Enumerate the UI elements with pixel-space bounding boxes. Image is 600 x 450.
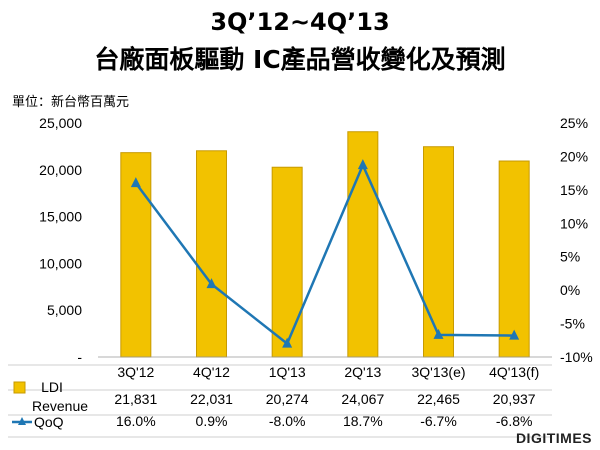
left-axis-tick: 15,000: [39, 209, 82, 225]
x-tick-label: 4Q'13(f): [489, 364, 539, 380]
legend-label-ldi-revenue-line2: Revenue: [32, 398, 88, 414]
bar-ldi-revenue: [347, 131, 379, 358]
right-axis-tick: 25%: [560, 115, 588, 131]
right-axis-tick: 10%: [560, 215, 588, 231]
data-label-revenue: 21,831: [114, 391, 157, 407]
left-axis-tick: 5,000: [47, 302, 82, 318]
legend-marker-qoq: [18, 417, 26, 425]
point-qoq: [130, 177, 141, 188]
data-label-qoq: 0.9%: [196, 413, 228, 429]
legend-label-qoq: QoQ: [34, 414, 64, 430]
data-label-revenue: 20,274: [266, 391, 309, 407]
data-label-revenue: 22,465: [417, 391, 460, 407]
brand-logo: DIGITIMES: [515, 430, 592, 446]
data-label-qoq: -6.7%: [420, 413, 457, 429]
data-label-qoq: -6.8%: [496, 413, 533, 429]
legend-label-ldi-revenue-line1: LDI: [41, 379, 63, 395]
left-axis-tick: -: [77, 349, 82, 365]
right-axis-tick: -5%: [560, 316, 585, 332]
chart-title: 3Q’12~4Q’13: [210, 8, 390, 36]
point-qoq: [282, 337, 293, 348]
chart-subtitle: 台廠面板驅動 IC產品營收變化及預測: [94, 45, 506, 74]
right-axis-tick: 0%: [560, 282, 580, 298]
point-qoq: [357, 159, 368, 170]
bar-ldi-revenue: [498, 160, 530, 358]
right-axis-tick: 20%: [560, 148, 588, 164]
data-label-qoq: -8.0%: [269, 413, 306, 429]
x-tick-label: 2Q'13: [344, 364, 381, 380]
bar-ldi-revenue: [423, 146, 454, 358]
x-tick-label: 3Q'13(e): [411, 364, 465, 380]
legend-swatch-ldi-revenue: [13, 381, 26, 394]
data-label-revenue: 22,031: [190, 391, 233, 407]
point-qoq: [433, 328, 444, 339]
data-label-revenue: 20,937: [493, 391, 536, 407]
series-line-qoq: [134, 161, 515, 346]
left-axis-tick: 10,000: [39, 255, 82, 271]
right-axis-tick: 5%: [560, 249, 580, 265]
left-axis-tick: 25,000: [39, 115, 82, 131]
data-label-qoq: 16.0%: [116, 413, 156, 429]
data-label-revenue: 24,067: [341, 391, 384, 407]
left-axis-tick: 20,000: [39, 162, 82, 178]
x-tick-label: 1Q'13: [269, 364, 306, 380]
bar-ldi-revenue: [271, 166, 303, 358]
right-axis-tick: -10%: [560, 349, 593, 365]
right-axis-tick: 15%: [560, 182, 588, 198]
point-qoq: [206, 278, 217, 289]
data-label-qoq: 18.7%: [343, 413, 383, 429]
unit-label: 單位：新台幣百萬元: [12, 95, 130, 110]
x-tick-label: 3Q'12: [117, 364, 154, 380]
point-qoq: [509, 329, 520, 340]
x-tick-label: 4Q'12: [193, 364, 230, 380]
bar-ldi-revenue: [196, 150, 227, 358]
